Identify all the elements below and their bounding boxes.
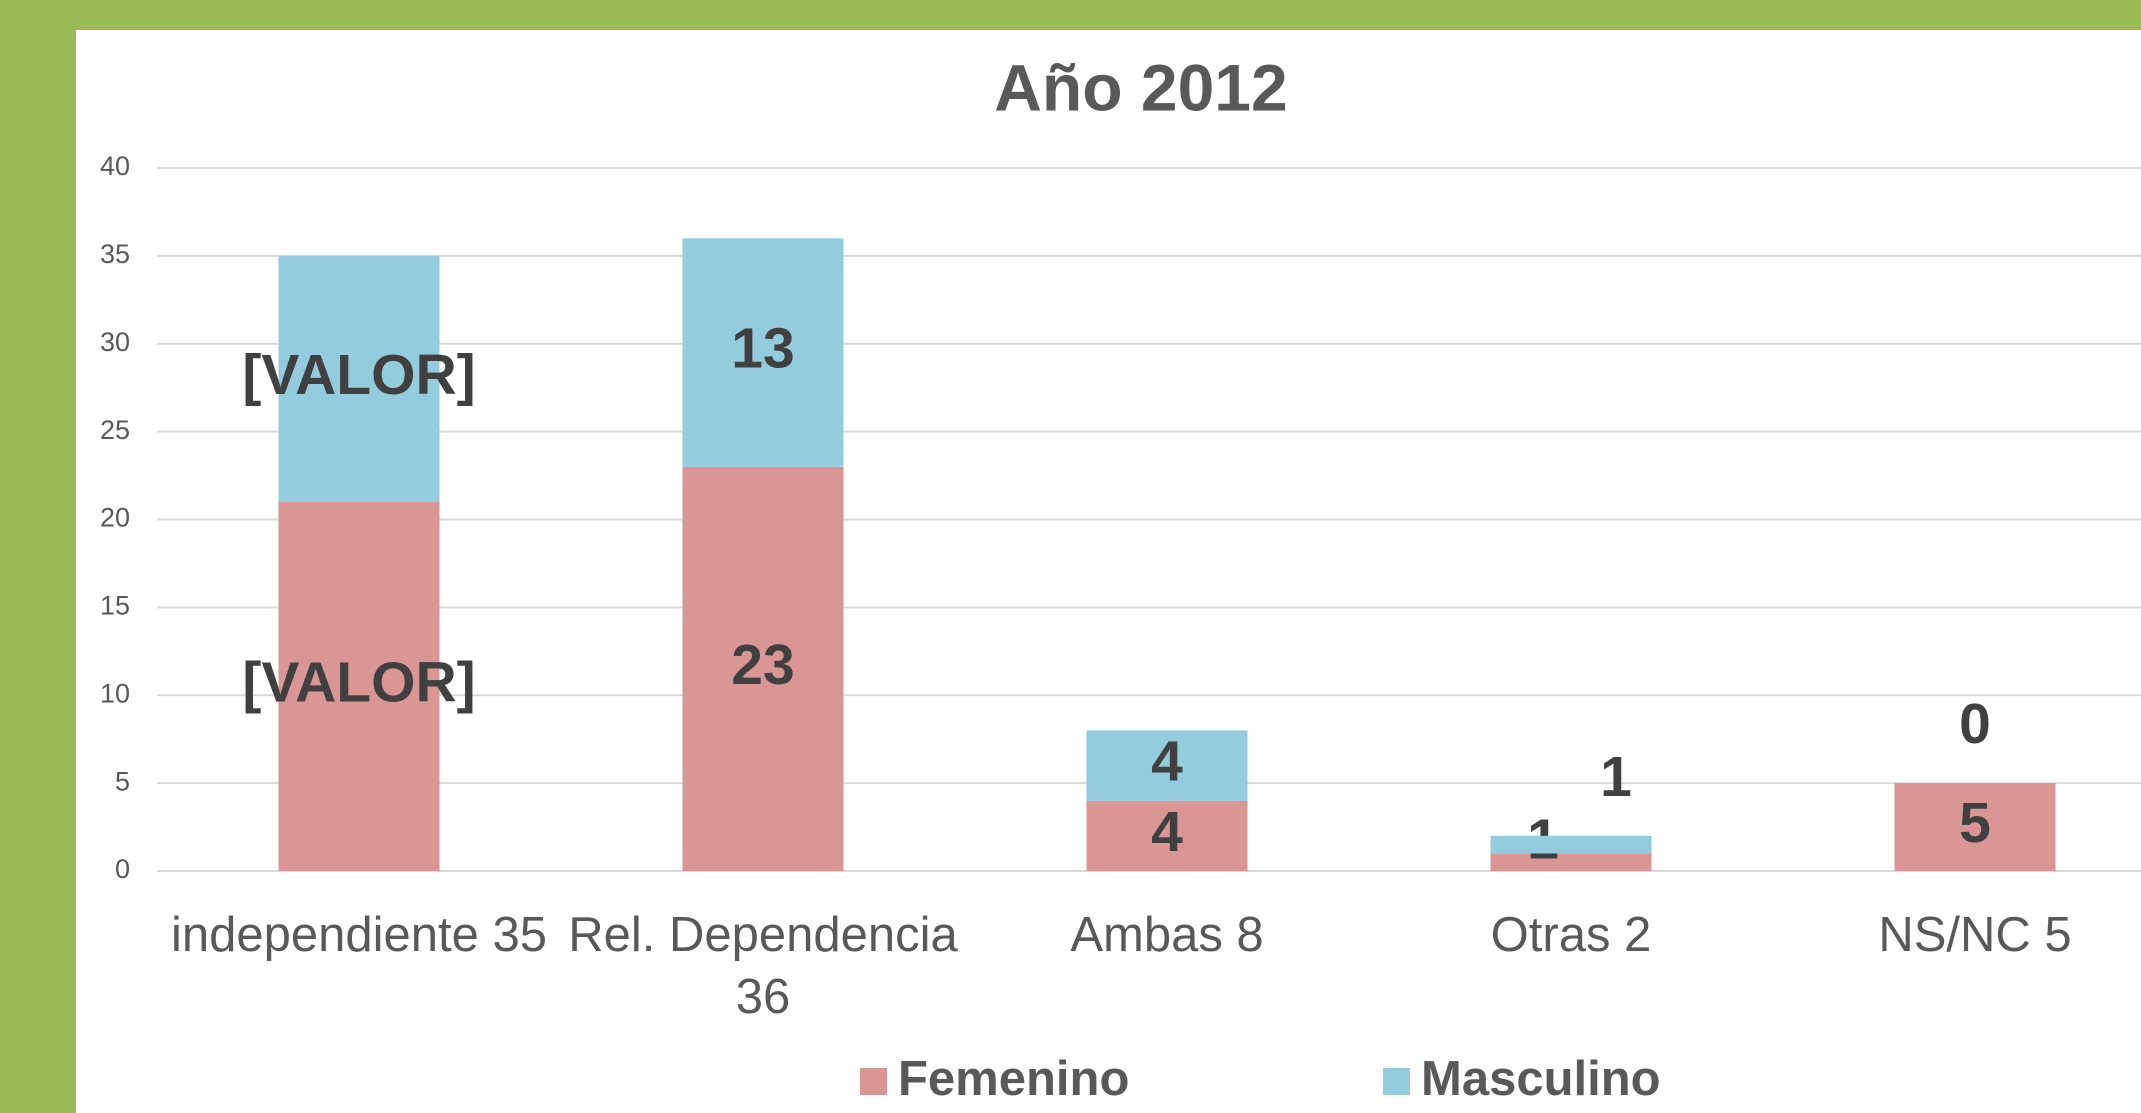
x-tick-label: NS/NC 5 [1878,908,2072,962]
data-label: 13 [731,317,794,381]
legend-label: Masculino [1421,1052,1661,1106]
chart-title: Año 2012 [994,50,1287,124]
x-tick-label: independiente 35 [170,908,548,962]
data-label: [VALOR] [242,651,475,715]
x-tick-label: Rel. Dependencia 36 [568,908,958,1024]
legend-label: Femenino [898,1052,1129,1106]
y-tick-label: 0 [115,854,130,884]
y-tick-label: 35 [100,239,130,269]
bar-segment [278,255,440,502]
y-tick-label: 25 [100,415,130,445]
data-label: 4 [1151,800,1183,864]
data-label: 4 [1151,730,1183,794]
y-tick-label: 20 [100,503,130,533]
x-tick-label: Otras 2 [1490,908,1652,962]
y-tick-label: 5 [115,766,130,796]
bar-segment [278,501,440,871]
bar-segment [1490,835,1652,854]
data-label: 0 [1959,692,1991,756]
bar-segment [1894,783,2056,871]
bar-segment [1086,730,1248,801]
bar-segment [1490,853,1652,871]
legend-swatch [1383,1068,1410,1095]
data-label: 1 [1600,745,1632,809]
bar-segment [682,238,844,467]
x-tick-label: Ambas 8 [1070,908,1264,962]
data-label: 23 [731,633,794,697]
y-tick-label: 40 [100,151,130,181]
data-label: 5 [1959,791,1991,855]
data-label: [VALOR] [242,343,475,407]
y-tick-label: 10 [100,678,130,708]
bar-segment [682,466,844,871]
legend-swatch [860,1068,887,1095]
y-tick-label: 30 [100,327,130,357]
y-tick-label: 15 [100,591,130,621]
bar-segment [1086,800,1248,871]
